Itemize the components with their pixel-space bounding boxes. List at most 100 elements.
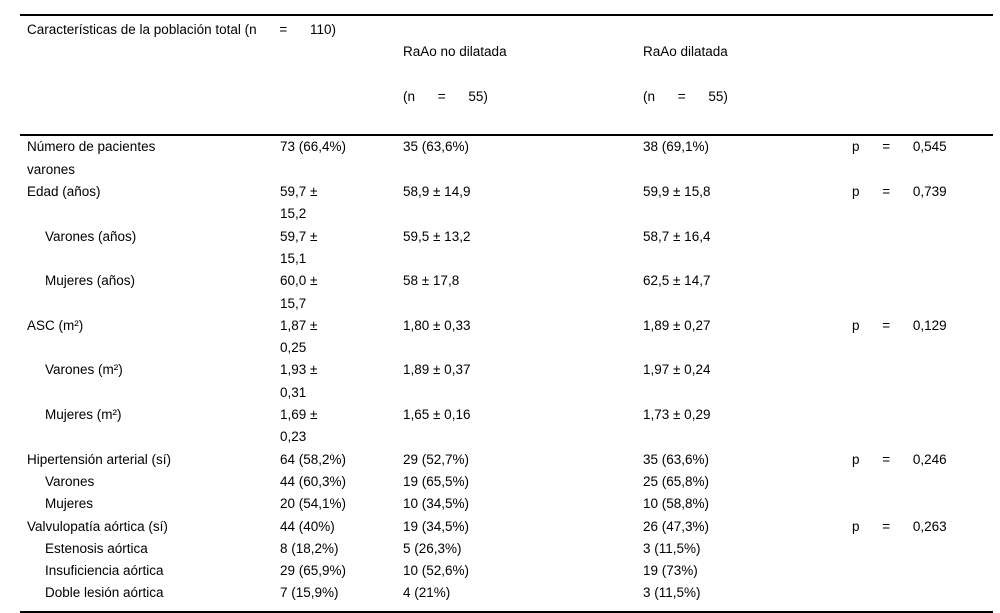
header-no-dilated-cell: RaAo no dilatada (n = 55)	[403, 15, 643, 137]
no-dilated-value-cell: 35 (63,6%)	[403, 139, 470, 155]
dilated-value-cell: 3 (11,5%)	[643, 585, 701, 601]
total-value-cell: 1,87 ± 0,25	[280, 317, 318, 356]
no-dilated-value-cell: 5 (26,3%)	[403, 540, 462, 556]
no-dilated-value-cell: 19 (65,5%)	[403, 473, 470, 489]
row-label-cell: Varones (años)	[45, 228, 137, 244]
dilated-value-cell: 35 (63,6%)	[643, 451, 710, 467]
p-value-cell: p = 0,129	[852, 317, 947, 333]
page: { "colors": { "background": "#ffffff", "…	[20, 14, 993, 613]
dilated-value-cell: 3 (11,5%)	[643, 540, 701, 556]
row-label-cell: Varones (m²)	[45, 362, 123, 378]
total-value-cell: 1,69 ± 0,23	[280, 407, 318, 445]
row-label-cell: Mujeres (años)	[45, 273, 136, 289]
p-value-cell	[852, 493, 993, 515]
p-value-cell: p = 0,739	[852, 184, 947, 200]
no-dilated-value-cell: 59,5 ± 13,2	[403, 228, 471, 244]
table-row: ASC (m²) 1,87 ± 0,25 1,80 ± 0,33 1,89 ± 0,2…	[20, 315, 993, 360]
row-label-cell: ASC (m²)	[27, 317, 84, 333]
total-value-cell: 20 (54,1%)	[280, 496, 347, 512]
total-value-cell: 7 (15,9%)	[280, 585, 339, 601]
row-label-cell: Valvulopatía aórtica (sí)	[27, 518, 168, 534]
dilated-value-cell: 19 (73%)	[643, 563, 698, 579]
row-label-cell: Insuficiencia aórtica	[45, 563, 164, 579]
total-value-cell: 1,93 ± 0,31	[280, 362, 318, 400]
table-row: Mujeres (m²) 1,69 ± 0,23 1,65 ± 0,16 1,73 ±…	[20, 404, 993, 449]
table-row: Varones (m²) 1,93 ± 0,31 1,89 ± 0,37 1,97 ±…	[20, 359, 993, 404]
dilated-value-cell: 26 (47,3%)	[643, 518, 710, 534]
p-value-cell	[852, 582, 993, 611]
header-row: Características de la población total (n…	[20, 15, 993, 137]
table-row: Insuficiencia aórtica 29 (65,9%) 10 (52,6%…	[20, 560, 993, 582]
dilated-value-cell: 58,7 ± 16,4	[643, 228, 711, 244]
p-value-cell	[852, 359, 993, 404]
table-row: Mujeres (años) 60,0 ± 15,7 58 ± 17,8 62,5 ±…	[20, 270, 993, 315]
dilated-value-cell: 62,5 ± 14,7	[643, 273, 711, 289]
header-p-spacer-cell	[852, 15, 993, 137]
no-dilated-value-cell: 19 (34,5%)	[403, 518, 470, 534]
total-value-cell: 60,0 ± 15,7	[280, 273, 318, 311]
total-value-cell: 29 (65,9%)	[280, 563, 347, 579]
dilated-value-cell: 25 (65,8%)	[643, 473, 710, 489]
no-dilated-value-cell: 58 ± 17,8	[403, 273, 460, 289]
dilated-value-cell: 1,73 ± 0,29	[643, 407, 711, 423]
total-value-cell: 59,7 ± 15,2	[280, 184, 318, 222]
p-value-cell	[852, 560, 993, 582]
p-value-cell	[852, 538, 993, 560]
no-dilated-value-cell: 1,65 ± 0,16	[403, 407, 471, 423]
row-label-cell: Hipertensión arterial (sí)	[27, 451, 172, 467]
p-value-cell	[852, 404, 993, 449]
p-value-cell	[852, 270, 993, 315]
row-label-cell: Edad (años)	[27, 184, 101, 200]
total-value-cell: 59,7 ± 15,1	[280, 228, 318, 266]
total-value-cell: 8 (18,2%)	[280, 540, 339, 556]
no-dilated-value-cell: 4 (21%)	[403, 585, 451, 601]
no-dilated-value-cell: 29 (52,7%)	[403, 451, 470, 467]
row-label-cell: Mujeres (m²)	[45, 407, 122, 423]
no-dilated-value-cell: 58,9 ± 14,9	[403, 184, 471, 200]
table-row: Varones 44 (60,3%) 19 (65,5%) 25 (65,8%)	[20, 471, 993, 493]
dilated-value-cell: 59,9 ± 15,8	[643, 184, 711, 200]
p-value-cell	[852, 471, 993, 493]
header-dilated-title: RaAo dilatada	[643, 44, 728, 60]
no-dilated-value-cell: 10 (52,6%)	[403, 563, 470, 579]
p-value-cell: p = 0,545	[852, 139, 947, 155]
header-population-n: (n = 110)	[244, 22, 337, 37]
table-row: Hipertensión arterial (sí) 64 (58,2%) 29 (…	[20, 449, 993, 471]
characteristics-table: Características de la población total (n…	[20, 14, 993, 613]
row-label-cell: Estenosis aórtica	[45, 540, 148, 556]
table-row: Valvulopatía aórtica (sí) 44 (40%) 19 (34,…	[20, 516, 993, 538]
row-label-cell: Varones	[45, 473, 95, 489]
row-label-cell: Número de pacientes varones	[27, 139, 156, 177]
characteristics-table-container: Características de la población total (n…	[20, 14, 993, 613]
row-label-cell: Doble lesión aórtica	[45, 585, 164, 601]
table-row: Estenosis aórtica 8 (18,2%) 5 (26,3%) 3 (11…	[20, 538, 993, 560]
table-body: Número de pacientes varones 73 (66,4%) 35 …	[20, 135, 993, 611]
total-value-cell: 44 (40%)	[280, 518, 335, 534]
header-no-dilated-n: (n = 55)	[403, 88, 488, 104]
table-row: Doble lesión aórtica 7 (15,9%) 4 (21%) 3 (1…	[20, 582, 993, 611]
header-population-cell: Características de la población total (n…	[20, 15, 403, 137]
table-row: Varones (años) 59,7 ± 15,1 59,5 ± 13,2 58,7…	[20, 226, 993, 271]
dilated-value-cell: 38 (69,1%)	[643, 139, 710, 155]
p-value-cell: p = 0,246	[852, 451, 947, 467]
no-dilated-value-cell: 1,89 ± 0,37	[403, 362, 471, 378]
dilated-value-cell: 1,97 ± 0,24	[643, 362, 711, 378]
dilated-value-cell: 10 (58,8%)	[643, 496, 710, 512]
total-value-cell: 73 (66,4%)	[280, 139, 347, 155]
dilated-value-cell: 1,89 ± 0,27	[643, 317, 711, 333]
header-no-dilated-title: RaAo no dilatada	[403, 44, 507, 60]
table-header: Características de la población total (n…	[20, 15, 993, 137]
header-dilated-cell: RaAo dilatada (n = 55)	[643, 15, 852, 137]
table-row: Edad (años) 59,7 ± 15,2 58,9 ± 14,9 59,9 ± …	[20, 181, 993, 226]
p-value-cell	[852, 226, 993, 271]
row-label-cell: Mujeres	[45, 496, 94, 512]
total-value-cell: 44 (60,3%)	[280, 473, 347, 489]
header-population-title: Características de la población total	[27, 22, 241, 37]
header-dilated-n: (n = 55)	[643, 88, 728, 104]
table-row: Mujeres 20 (54,1%) 10 (34,5%) 10 (58,8%)	[20, 493, 993, 515]
table-row: Número de pacientes varones 73 (66,4%) 35 …	[20, 135, 993, 181]
p-value-cell: p = 0,263	[852, 518, 947, 534]
total-value-cell: 64 (58,2%)	[280, 451, 347, 467]
no-dilated-value-cell: 10 (34,5%)	[403, 496, 470, 512]
no-dilated-value-cell: 1,80 ± 0,33	[403, 317, 471, 333]
